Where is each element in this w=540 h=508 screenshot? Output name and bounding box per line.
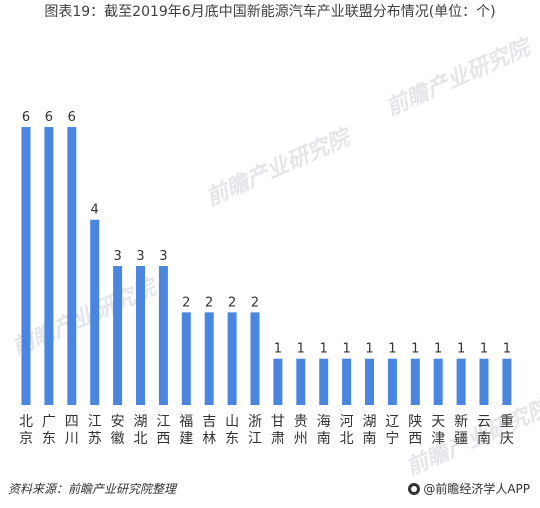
- bar-贵州: [296, 358, 306, 405]
- x-tick-label: 河: [340, 414, 354, 430]
- data-label: 1: [434, 342, 442, 357]
- bar-湖南: [365, 358, 374, 405]
- x-tick-label: 吉: [202, 414, 216, 430]
- x-tick-label: 苏: [88, 431, 102, 447]
- bar-四川: [67, 127, 77, 405]
- x-tick-label: 湖: [363, 414, 377, 430]
- bar-山东: [227, 312, 237, 405]
- bar-辽宁: [387, 358, 397, 405]
- x-tick-label: 北: [134, 431, 148, 447]
- x-tick-label: 安: [111, 414, 125, 430]
- x-tick-label: 北: [19, 414, 33, 430]
- x-tick-label: 江: [156, 414, 170, 430]
- brand-logo-icon: [408, 482, 421, 495]
- x-tick-label: 庆: [500, 431, 514, 447]
- x-tick-label: 川: [65, 431, 79, 447]
- x-tick-label: 四: [65, 414, 79, 430]
- brand-text: @前瞻经济学人APP: [423, 482, 530, 496]
- x-tick-label: 陕: [408, 414, 422, 430]
- bar-安徽: [113, 266, 123, 405]
- bar-云南: [479, 358, 489, 405]
- data-label: 3: [136, 249, 144, 264]
- data-label: 4: [91, 203, 99, 218]
- bar-浙江: [250, 312, 260, 405]
- data-label: 1: [297, 342, 305, 357]
- bar-江苏: [90, 219, 100, 405]
- data-label: 3: [113, 249, 121, 264]
- x-tick-label: 北: [340, 431, 354, 447]
- data-label: 1: [503, 342, 511, 357]
- x-tick-label: 新: [454, 414, 468, 430]
- x-tick-label: 海: [317, 414, 331, 430]
- x-tick-label: 贵: [294, 414, 308, 430]
- bar-河北: [342, 358, 352, 405]
- data-label: 6: [22, 110, 30, 125]
- data-label: 1: [411, 342, 419, 357]
- bar-吉林: [204, 312, 214, 405]
- x-tick-label: 徽: [111, 431, 125, 447]
- data-label: 2: [182, 295, 190, 310]
- bar-广东: [44, 127, 54, 405]
- x-tick-label: 州: [294, 431, 308, 447]
- x-tick-label: 广: [42, 414, 56, 430]
- data-label: 3: [159, 249, 167, 264]
- chart-title: 图表19：截至2019年6月底中国新能源汽车产业联盟分布情况(单位：个): [44, 4, 496, 20]
- data-label: 1: [320, 342, 328, 357]
- x-tick-label: 山: [225, 414, 239, 430]
- data-label: 6: [45, 110, 53, 125]
- data-label: 2: [251, 295, 259, 310]
- bar-湖北: [136, 266, 145, 405]
- x-tick-label: 津: [431, 431, 445, 447]
- bar-江西: [158, 266, 168, 405]
- data-label: 1: [274, 342, 282, 357]
- brand-credit: @前瞻经济学人APP: [408, 480, 530, 497]
- x-tick-label: 天: [431, 414, 445, 430]
- x-tick-label: 福: [179, 414, 193, 430]
- x-tick-label: 江: [88, 414, 102, 430]
- bar-chart: 6北京6广东6四川4江苏3安徽3湖北3江西2福建2吉林2山东2浙江1甘肃1贵州1…: [19, 110, 514, 447]
- data-label: 2: [205, 295, 213, 310]
- data-label: 1: [342, 342, 350, 357]
- x-tick-label: 南: [477, 431, 491, 447]
- x-tick-label: 西: [408, 431, 422, 447]
- x-tick-label: 西: [156, 431, 170, 447]
- x-tick-label: 林: [202, 431, 216, 447]
- data-label: 1: [365, 342, 373, 357]
- data-label: 1: [480, 342, 488, 357]
- x-tick-label: 东: [225, 431, 239, 447]
- x-tick-label: 京: [19, 431, 33, 447]
- x-tick-label: 辽: [385, 414, 399, 430]
- x-tick-label: 浙: [248, 414, 262, 430]
- x-tick-label: 肃: [271, 431, 285, 447]
- x-tick-label: 宁: [385, 430, 399, 447]
- x-tick-label: 云: [477, 414, 491, 430]
- bar-北京: [21, 127, 31, 405]
- x-tick-label: 东: [42, 431, 56, 447]
- x-tick-label: 建: [179, 431, 193, 447]
- bar-新疆: [456, 358, 466, 405]
- source-note: 资料来源：前瞻产业研究院整理: [8, 482, 177, 496]
- x-tick-label: 南: [317, 431, 331, 447]
- data-label: 6: [68, 110, 76, 125]
- data-label: 1: [388, 342, 396, 357]
- bar-福建: [181, 312, 191, 405]
- x-tick-label: 重: [500, 414, 514, 430]
- x-tick-label: 甘: [271, 414, 285, 430]
- x-tick-label: 江: [248, 431, 262, 447]
- x-tick-label: 湖: [134, 414, 148, 430]
- x-tick-label: 南: [363, 431, 377, 447]
- x-tick-label: 疆: [454, 431, 468, 447]
- bar-甘肃: [273, 358, 283, 405]
- bar-海南: [319, 358, 329, 405]
- data-label: 2: [228, 295, 236, 310]
- bar-天津: [433, 358, 443, 405]
- data-label: 1: [457, 342, 465, 357]
- bar-陕西: [410, 358, 420, 405]
- bar-重庆: [502, 358, 512, 405]
